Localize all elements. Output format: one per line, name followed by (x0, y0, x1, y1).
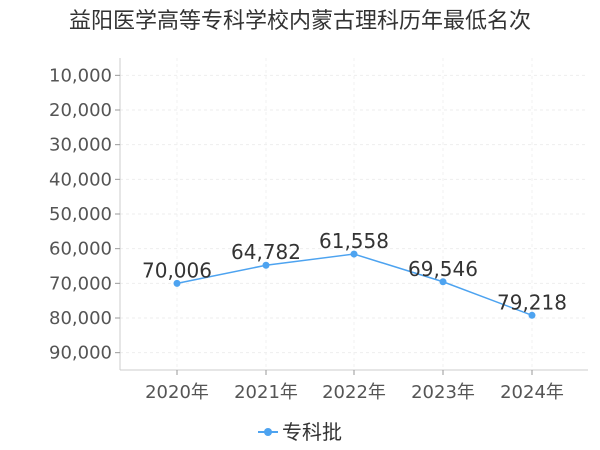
y-tick-label: 90,000 (49, 343, 112, 364)
y-tick-label: 40,000 (49, 169, 112, 190)
data-point (439, 278, 447, 286)
y-tick-label: 20,000 (49, 100, 112, 121)
legend[interactable]: 专科批 (258, 420, 342, 444)
y-tick-label: 60,000 (49, 239, 112, 260)
data-point (350, 250, 358, 258)
x-tick-label: 2023年 (411, 382, 475, 403)
y-tick-label: 30,000 (49, 135, 112, 156)
legend-marker-icon (264, 428, 272, 436)
x-tick-label: 2021年 (234, 382, 298, 403)
y-tick-label: 70,000 (49, 273, 112, 294)
data-point (262, 261, 270, 269)
data-point (528, 311, 536, 319)
grid (120, 58, 588, 370)
chart-title: 益阳医学高等专科学校内蒙古理科历年最低名次 (69, 9, 531, 34)
data-label: 69,546 (408, 257, 478, 281)
legend-label: 专科批 (282, 420, 342, 444)
data-label: 64,782 (231, 240, 301, 264)
x-tick-label: 2022年 (322, 382, 386, 403)
data-label: 61,558 (319, 229, 389, 253)
x-axis-ticks: 2020年 2021年 2022年 2023年 2024年 (145, 370, 564, 403)
x-tick-label: 2020年 (145, 382, 209, 403)
y-tick-label: 80,000 (49, 308, 112, 329)
y-axis-ticks: 10,000 20,000 30,000 40,000 50,000 60,000 70,0… (49, 65, 120, 364)
series-group: 70,006 64,782 61,558 69,546 79,218 (142, 229, 567, 319)
data-label: 79,218 (497, 290, 567, 314)
data-label: 70,006 (142, 258, 212, 282)
data-point (173, 279, 181, 287)
y-tick-label: 50,000 (49, 204, 112, 225)
y-tick-label: 10,000 (49, 65, 112, 86)
x-tick-label: 2024年 (500, 382, 564, 403)
